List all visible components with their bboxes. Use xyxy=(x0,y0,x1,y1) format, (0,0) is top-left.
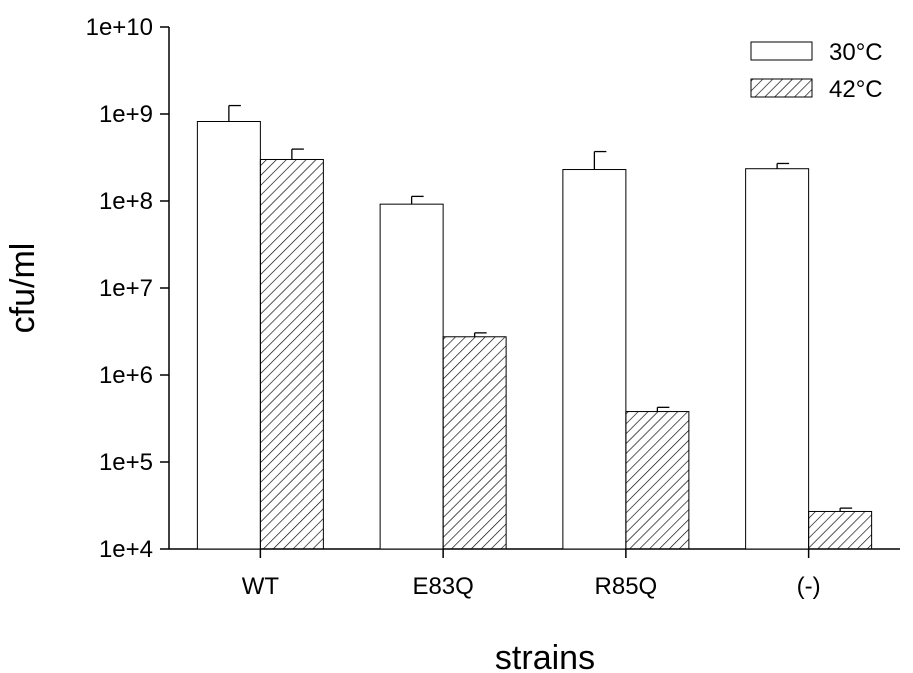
y-tick-label: 1e+4 xyxy=(99,536,153,563)
bar-42c xyxy=(625,411,690,550)
y-ticks: 1e+4 1e+5 1e+6 1e+7 1e+8 1e+9 1e+10 xyxy=(86,14,169,563)
x-ticks: WT E83Q R85Q (-) xyxy=(242,549,821,600)
legend-label-42c: 42°C xyxy=(829,76,883,103)
x-tick-label: WT xyxy=(242,573,280,600)
y-tick-label: 1e+8 xyxy=(99,188,153,215)
legend-swatch-42c xyxy=(750,78,813,98)
y-tick-label: 1e+6 xyxy=(99,362,153,389)
bar-30c xyxy=(745,168,810,550)
bars xyxy=(196,104,873,550)
legend-label-30c: 30°C xyxy=(829,39,883,66)
bar-42c xyxy=(808,510,873,550)
x-tick-label: (-) xyxy=(797,573,821,600)
bar-42c xyxy=(259,158,324,550)
y-tick-label: 1e+5 xyxy=(99,449,153,476)
x-tick-label: R85Q xyxy=(595,573,658,600)
legend-swatch-30c xyxy=(750,41,813,61)
y-tick-label: 1e+10 xyxy=(86,14,153,41)
bar-30c xyxy=(379,203,444,550)
y-tick-label: 1e+9 xyxy=(99,101,153,128)
y-tick-label: 1e+7 xyxy=(99,275,153,302)
bar-42c xyxy=(442,336,507,550)
y-axis-title: cfu/ml xyxy=(4,243,42,334)
legend: 30°C 42°C xyxy=(750,39,883,103)
x-axis-title: strains xyxy=(495,639,595,673)
bar-30c xyxy=(196,120,261,550)
bar-30c xyxy=(562,169,627,550)
x-tick-label: E83Q xyxy=(412,573,473,600)
